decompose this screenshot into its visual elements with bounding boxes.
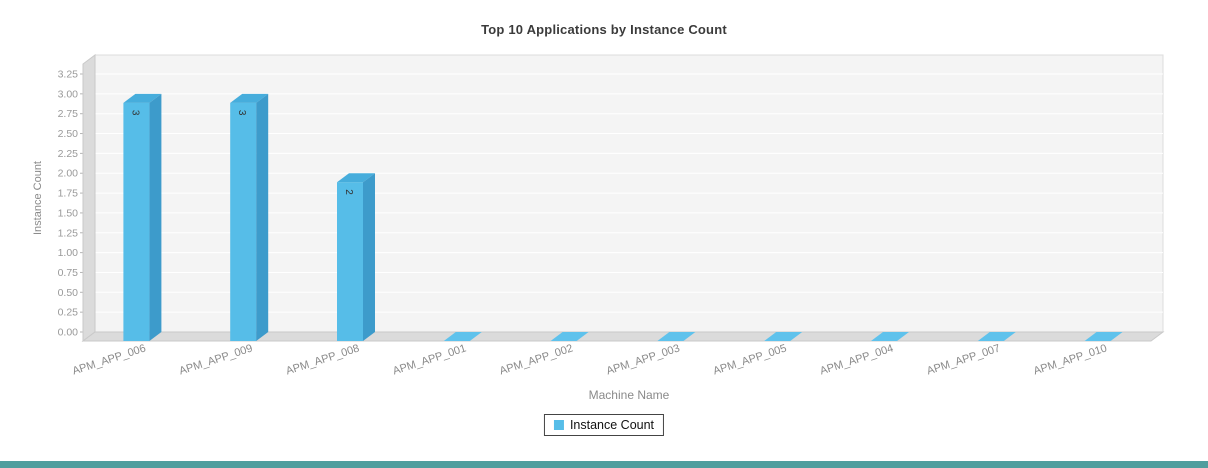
x-category-label: APM_APP_009	[178, 342, 254, 377]
y-tick-label: 2.00	[58, 168, 79, 180]
y-tick-label: 3.25	[58, 69, 79, 81]
y-tick-label: 1.25	[58, 227, 79, 239]
bar-side-face	[363, 173, 375, 341]
bar-zero-marker	[764, 332, 803, 341]
footer-strip	[0, 461, 1208, 468]
legend-color-swatch	[553, 420, 564, 430]
y-tick-label: 1.50	[58, 207, 79, 219]
legend-label: Instance Count	[569, 418, 655, 432]
bar[interactable]	[764, 332, 803, 341]
bar[interactable]: 2	[337, 173, 375, 341]
bar[interactable]	[550, 332, 589, 341]
bar-top-face	[337, 173, 375, 183]
bar-zero-marker	[1084, 332, 1123, 341]
bar-front-face	[123, 102, 150, 341]
bar-side-face	[149, 93, 162, 341]
bar-top-face	[230, 93, 269, 103]
bar-value-label: 3	[129, 110, 140, 116]
bar[interactable]	[657, 332, 696, 341]
chart-title: Top 10 Applications by Instance Count	[481, 22, 727, 37]
legend-item[interactable]: Instance Count	[543, 414, 665, 436]
y-tick-label: 0.25	[58, 307, 79, 319]
bar-zero-marker	[977, 332, 1016, 341]
bar-zero-marker	[871, 332, 909, 341]
x-category-label: APM_APP_003	[605, 342, 681, 377]
x-category-label: APM_APP_010	[1032, 342, 1108, 377]
bar-top-face	[123, 93, 162, 103]
bar-zero-marker	[443, 332, 482, 341]
y-tick-label: 1.00	[58, 247, 79, 259]
x-category-label: APM_APP_006	[71, 342, 147, 377]
y-tick-label: 2.25	[58, 148, 79, 160]
y-axis-title: Instance Count	[32, 161, 44, 235]
y-tick-label: 2.50	[58, 128, 79, 140]
bar[interactable]: 3	[123, 93, 162, 341]
x-category-label: APM_APP_005	[712, 342, 788, 377]
y-tick-label: 0.75	[58, 267, 79, 279]
bar-zero-marker	[550, 332, 589, 341]
bar[interactable]	[977, 332, 1016, 341]
y-tick-label: 3.00	[58, 88, 79, 100]
bar-value-label: 2	[343, 189, 354, 195]
bar-value-label: 3	[236, 110, 247, 116]
bar[interactable]	[1084, 332, 1123, 341]
y-tick-label: 2.75	[58, 108, 79, 120]
y-tick-label: 0.50	[58, 287, 79, 299]
x-category-label: APM_APP_002	[498, 342, 574, 377]
x-category-label: APM_APP_008	[285, 342, 361, 377]
bar-front-face	[337, 182, 363, 341]
y-tick-label: 1.75	[58, 188, 79, 200]
x-axis-title: Machine Name	[588, 388, 670, 402]
left-wall	[82, 54, 96, 342]
y-tick-label: 0.00	[58, 327, 79, 339]
bar[interactable]	[871, 332, 909, 341]
bar[interactable]: 3	[230, 93, 269, 341]
x-category-label: APM_APP_004	[819, 342, 895, 377]
bar-zero-marker	[657, 332, 696, 341]
x-category-label: APM_APP_007	[925, 342, 1001, 377]
bar-side-face	[256, 93, 269, 341]
bar-front-face	[230, 102, 257, 341]
x-category-label: APM_APP_001	[391, 342, 467, 377]
bar[interactable]	[443, 332, 482, 341]
